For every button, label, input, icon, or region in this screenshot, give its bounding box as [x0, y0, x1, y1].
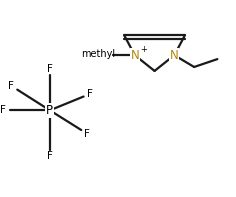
- Text: N: N: [131, 49, 139, 62]
- Text: P: P: [46, 104, 53, 117]
- Text: F: F: [47, 151, 53, 161]
- Text: N: N: [170, 49, 179, 62]
- Text: F: F: [0, 105, 6, 115]
- Text: F: F: [84, 129, 90, 139]
- Text: F: F: [47, 64, 53, 73]
- Text: F: F: [8, 81, 14, 91]
- Text: methyl: methyl: [81, 49, 115, 59]
- Text: F: F: [87, 89, 93, 99]
- Text: +: +: [141, 45, 148, 54]
